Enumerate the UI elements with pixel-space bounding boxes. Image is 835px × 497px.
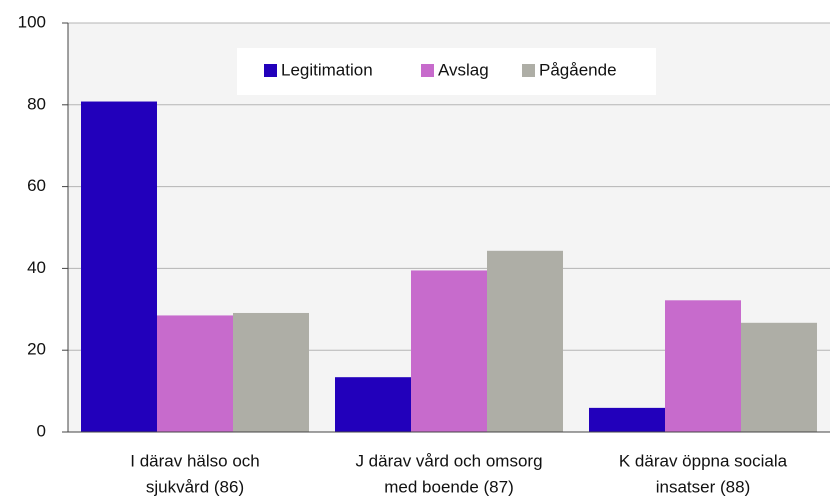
bar [335,377,411,432]
x-tick-label: insatser (88) [656,477,750,496]
x-tick-label: J därav vård och omsorg [355,451,542,470]
x-tick-label: I därav hälso och [130,451,259,470]
y-tick-label: 100 [18,12,46,31]
y-tick-label: 40 [27,258,46,277]
y-tick-label: 20 [27,340,46,359]
legend-label: Legitimation [281,60,373,79]
bar [411,270,487,432]
bar [233,312,309,432]
bar [81,101,157,432]
legend-label: Avslag [438,60,489,79]
bar [157,315,233,432]
x-tick-label: K därav öppna sociala [619,451,788,470]
bar [741,322,817,432]
legend-swatch [522,64,535,77]
y-tick-label: 0 [37,421,46,440]
legend-swatch [421,64,434,77]
y-tick-label: 80 [27,94,46,113]
legend-swatch [264,64,277,77]
bar [487,250,563,432]
x-tick-label: sjukvård (86) [146,477,244,496]
x-tick-label: med boende (87) [384,477,513,496]
legend [237,48,656,95]
bar [589,407,665,432]
legend-label: Pågående [539,60,617,79]
y-tick-label: 60 [27,176,46,195]
bar [665,300,741,432]
